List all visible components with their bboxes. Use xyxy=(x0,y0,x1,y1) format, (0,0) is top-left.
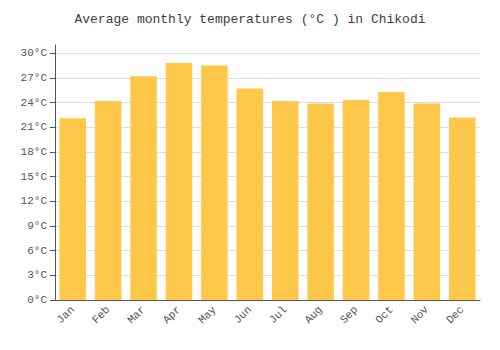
svg-text:Dec: Dec xyxy=(444,304,466,326)
svg-text:0°C: 0°C xyxy=(27,294,47,306)
svg-text:Oct: Oct xyxy=(373,304,395,326)
svg-text:Aug: Aug xyxy=(302,304,324,326)
svg-text:Mar: Mar xyxy=(125,304,147,326)
svg-text:21°C: 21°C xyxy=(21,121,48,133)
svg-text:30°C: 30°C xyxy=(21,47,48,59)
svg-text:Sep: Sep xyxy=(338,304,360,326)
svg-text:3°C: 3°C xyxy=(27,269,47,281)
svg-text:12°C: 12°C xyxy=(21,195,48,207)
svg-text:May: May xyxy=(196,303,219,326)
svg-text:Nov: Nov xyxy=(409,303,432,326)
svg-text:Jan: Jan xyxy=(54,304,76,326)
svg-text:Average monthly temperatures (: Average monthly temperatures (°C ) in Ch… xyxy=(74,12,425,27)
svg-text:24°C: 24°C xyxy=(21,97,48,109)
svg-text:15°C: 15°C xyxy=(21,171,48,183)
svg-text:9°C: 9°C xyxy=(27,220,47,232)
svg-text:27°C: 27°C xyxy=(21,72,48,84)
svg-text:Apr: Apr xyxy=(161,304,183,326)
svg-text:Jun: Jun xyxy=(232,304,254,326)
svg-text:18°C: 18°C xyxy=(21,146,48,158)
svg-text:Feb: Feb xyxy=(90,304,112,326)
svg-text:Jul: Jul xyxy=(267,304,289,326)
svg-text:6°C: 6°C xyxy=(27,245,47,257)
